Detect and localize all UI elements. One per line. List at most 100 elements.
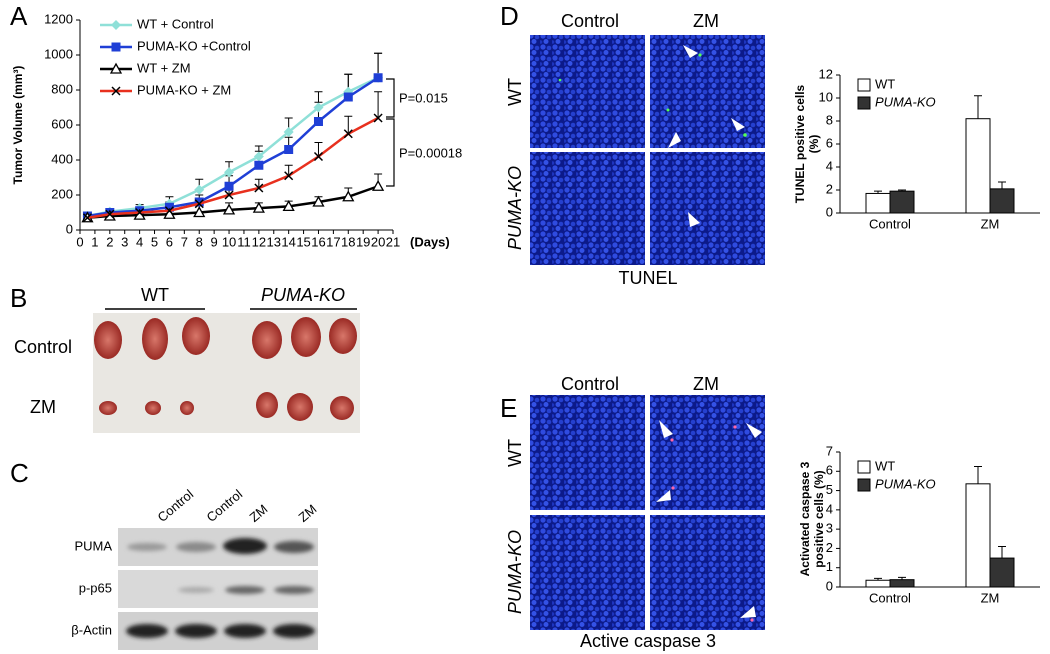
marker [82,213,92,223]
x-tick-label: 10 [222,234,236,249]
x-tick-label: 11 [237,234,251,249]
error-bar [344,115,353,134]
error-bar [254,178,263,188]
y-axis-title: Tumor Volume (mm³) [11,65,25,185]
marker [284,145,294,154]
marker [222,203,236,215]
row-label: WT [505,78,525,106]
marker [254,183,264,193]
marker [342,190,355,202]
y-tick-label: 6 [826,135,833,150]
bar [989,188,1015,214]
error-bar [998,546,1006,559]
marker [282,200,295,212]
legend-swatch [857,460,871,474]
marker [111,42,121,52]
row-label: Control [14,337,72,357]
marker [105,209,115,219]
marker [313,151,324,162]
bar [989,557,1015,588]
y-tick-label: 3 [826,521,833,536]
legend-swatch [857,96,871,110]
column-label: ZM [693,374,719,394]
marker [111,86,121,96]
panel-letter: B [10,283,27,313]
x-tick-label: ZM [981,590,1000,605]
column-label: Control [561,374,619,394]
y-tick-label: 0 [826,578,833,593]
p-bracket [386,78,395,187]
y-tick-label: 2 [826,540,833,555]
legend-label: PUMA-KO [875,94,936,109]
x-axis-title: (Days) [410,234,450,249]
y-tick-label: 7 [826,443,833,458]
x-tick-label: 16 [311,234,325,249]
marker [312,195,325,207]
marker [254,160,264,170]
error-bar [314,142,323,157]
legend-label: WT [875,76,895,91]
marker [252,201,265,213]
marker [194,199,204,209]
x-tick-label: 21 [386,234,400,249]
x-tick-label: Control [869,590,911,605]
x-tick-label: 3 [121,234,128,249]
x-tick-label: 6 [166,234,173,249]
y-tick-label: 200 [51,186,73,201]
marker [283,127,294,137]
x-tick-label: 13 [267,234,281,249]
row-label: PUMA-KO [505,530,525,614]
x-tick-label: 17 [326,234,340,249]
bar [889,190,915,214]
row-label: PUMA-KO [505,166,525,250]
y-tick-label: 800 [51,81,73,96]
legend-label: PUMA-KO + ZM [137,82,231,97]
x-tick-label: 8 [196,234,203,249]
marker [373,113,383,123]
panel-letter: A [10,1,28,31]
row-label: WT [505,439,525,467]
marker [224,167,235,178]
x-tick-label: 20 [371,234,385,249]
marker [164,206,174,216]
y-tick-label: 8 [826,112,833,127]
bar [965,118,991,214]
error-bar [374,91,383,118]
x-tick-label: 4 [136,234,143,249]
x-tick-label: 19 [356,234,370,249]
y-tick-label: 1000 [44,46,73,61]
y-axis-title: Activated caspase 3 positive cells (%) [798,461,826,577]
y-tick-label: 400 [51,151,73,166]
x-tick-label: ZM [981,216,1000,231]
bar [965,483,991,588]
micrographs [530,35,765,630]
error-bar [974,465,982,484]
caption: TUNEL [618,268,677,288]
y-tick-label: 4 [826,501,833,516]
y-tick-label: 12 [819,66,833,81]
lane-label: Control [154,486,196,524]
tumor-photo [93,313,360,433]
y-tick-label: 0 [826,204,833,219]
bar [889,579,915,588]
legend-label: WT + ZM [137,60,191,75]
marker [135,207,145,218]
legend-label: WT + Control [137,16,214,31]
marker [111,20,121,30]
y-tick-label: 0 [66,221,73,236]
y-tick-label: 4 [826,158,833,173]
y-tick-label: 2 [826,181,833,196]
error-bar [284,164,293,176]
x-tick-label: 0 [76,234,83,249]
annotation: P=0.015 [399,90,448,105]
x-tick-label: 9 [211,234,218,249]
marker [284,171,294,181]
x-tick-label: 14 [281,234,295,249]
annotation: P=0.00018 [399,145,462,160]
blot-row-label: β-Actin [71,622,112,637]
panel-letter: D [500,1,519,31]
y-tick-label: 10 [819,89,833,104]
x-tick-label: 5 [151,234,158,249]
y-axis-title: TUNEL positive cells (%) [793,84,821,204]
